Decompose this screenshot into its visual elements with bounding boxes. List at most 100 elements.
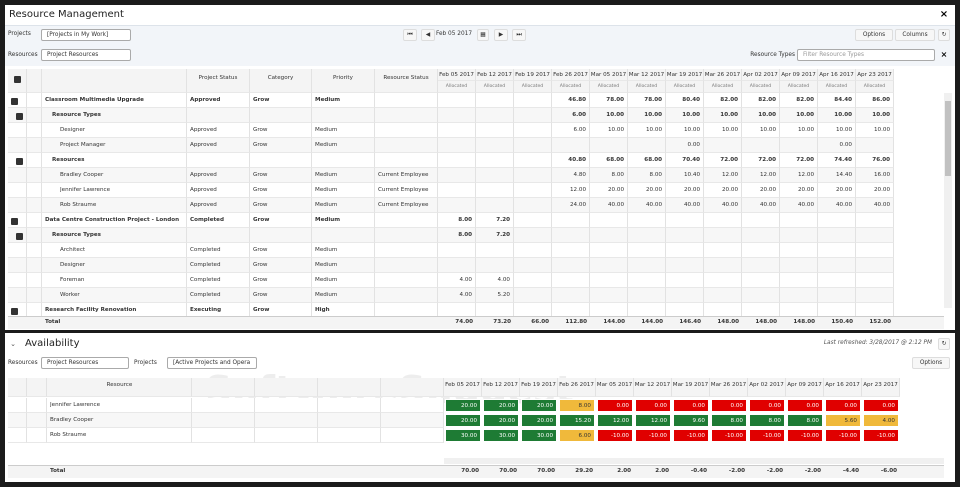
value-cell xyxy=(704,243,742,258)
row-cell-text: Grow xyxy=(253,247,268,253)
row-cell xyxy=(187,93,250,108)
value-cell xyxy=(438,138,476,153)
collapse[interactable]: ⌄ xyxy=(10,340,16,348)
value-cell: 68.00 xyxy=(628,153,666,168)
value-cell: 78.00 xyxy=(590,93,628,108)
row-cell xyxy=(192,428,255,443)
calendar-button[interactable]: ▦ xyxy=(477,29,489,41)
row-cell-text: Grow xyxy=(253,202,268,208)
row-cell xyxy=(42,168,187,183)
total-cell: -6.00 xyxy=(880,468,897,474)
date-header: Mar 26 2017 xyxy=(710,378,748,397)
value-cell xyxy=(476,243,514,258)
row-cell-text: Grow xyxy=(253,172,268,178)
value-cell xyxy=(438,108,476,123)
row-name: Project Manager xyxy=(60,142,106,148)
availability-cell: 15.20 xyxy=(559,414,595,427)
value-cell xyxy=(780,228,818,243)
date-header: Mar 05 2017 xyxy=(590,69,628,81)
header-icon[interactable] xyxy=(14,76,21,83)
value-cell: 4.00 xyxy=(438,288,476,303)
options[interactable]: Options xyxy=(912,357,950,369)
value-cell: 16.00 xyxy=(856,168,894,183)
value-cell xyxy=(704,273,742,288)
row-cell xyxy=(250,93,312,108)
row-cell xyxy=(8,398,27,413)
value-cell xyxy=(514,258,552,273)
value-cell: 10.00 xyxy=(856,108,894,123)
clear[interactable]: × xyxy=(940,50,948,59)
nav-button[interactable]: ⏮ xyxy=(403,29,417,41)
row-cell xyxy=(375,288,438,303)
expand-icon[interactable] xyxy=(11,308,18,315)
expand-icon[interactable] xyxy=(16,158,23,165)
label: Resources xyxy=(8,360,38,366)
select[interactable]: Project Resources xyxy=(41,357,129,369)
total-cell: 70.00 xyxy=(461,468,479,474)
nav-button[interactable]: ◀ xyxy=(421,29,435,41)
value-cell xyxy=(476,153,514,168)
row-cell xyxy=(250,213,312,228)
select[interactable]: Project Resources xyxy=(41,49,131,61)
row-cell xyxy=(312,153,375,168)
row-cell-text: High xyxy=(315,307,330,313)
value-cell xyxy=(780,243,818,258)
row-cell xyxy=(255,413,318,428)
row-cell xyxy=(250,123,312,138)
value-cell xyxy=(476,198,514,213)
availability-cell: 0.00 xyxy=(863,399,899,412)
availability-cell: 20.00 xyxy=(483,414,519,427)
value-cell xyxy=(590,273,628,288)
row-cell-text: Current Employee xyxy=(378,187,429,193)
value-cell xyxy=(780,213,818,228)
expand-icon[interactable] xyxy=(11,218,18,225)
total-cell: -2.00 xyxy=(804,468,821,474)
row-cell xyxy=(381,428,444,443)
date-header: Mar 12 2017 xyxy=(634,378,672,397)
nav-button[interactable]: ▶ xyxy=(494,29,508,41)
expand-icon[interactable] xyxy=(16,233,23,240)
total-cell: -4.40 xyxy=(842,468,859,474)
nav-button[interactable]: ⏭ xyxy=(512,29,526,41)
expand-icon[interactable] xyxy=(16,113,23,120)
value-cell xyxy=(438,183,476,198)
value-cell: 10.00 xyxy=(818,108,856,123)
date-header: Mar 26 2017 xyxy=(704,69,742,81)
options[interactable]: Options xyxy=(855,29,893,41)
row-cell xyxy=(27,273,42,288)
row-cell xyxy=(250,273,312,288)
row-cell xyxy=(187,258,250,273)
row-cell-text: Approved xyxy=(190,97,221,103)
value-cell xyxy=(514,198,552,213)
row-cell xyxy=(187,168,250,183)
value-cell xyxy=(704,258,742,273)
value-cell xyxy=(438,123,476,138)
row-cell xyxy=(187,273,250,288)
value-cell: 10.00 xyxy=(666,123,704,138)
close[interactable]: × xyxy=(939,9,949,20)
row-cell-text: Completed xyxy=(190,292,221,298)
row-cell xyxy=(42,228,187,243)
select[interactable]: [Projects in My Work] xyxy=(41,29,131,41)
value-cell: 4.00 xyxy=(438,273,476,288)
availability-cell: 4.00 xyxy=(863,414,899,427)
availability-cell: 20.00 xyxy=(483,399,519,412)
sub-header: Allocated xyxy=(818,81,856,93)
columns[interactable]: Columns xyxy=(895,29,935,41)
row-cell xyxy=(42,183,187,198)
refresh[interactable]: ↻ xyxy=(938,29,950,41)
refresh[interactable]: ↻ xyxy=(938,338,950,350)
select[interactable]: [Active Projects and Opera xyxy=(167,357,257,369)
input[interactable]: Filter Resource Types xyxy=(797,49,935,61)
availability-cell: 12.00 xyxy=(597,414,633,427)
row-name: Designer xyxy=(60,127,86,133)
value-cell: 7.20 xyxy=(476,213,514,228)
total-cell: 150.40 xyxy=(831,319,853,325)
value-cell xyxy=(476,138,514,153)
row-cell xyxy=(250,153,312,168)
value-cell: 14.40 xyxy=(818,168,856,183)
header-cell xyxy=(255,378,318,397)
expand-icon[interactable] xyxy=(11,98,18,105)
availability-cell: -10.00 xyxy=(597,429,633,442)
total-cell: 70.00 xyxy=(499,468,517,474)
